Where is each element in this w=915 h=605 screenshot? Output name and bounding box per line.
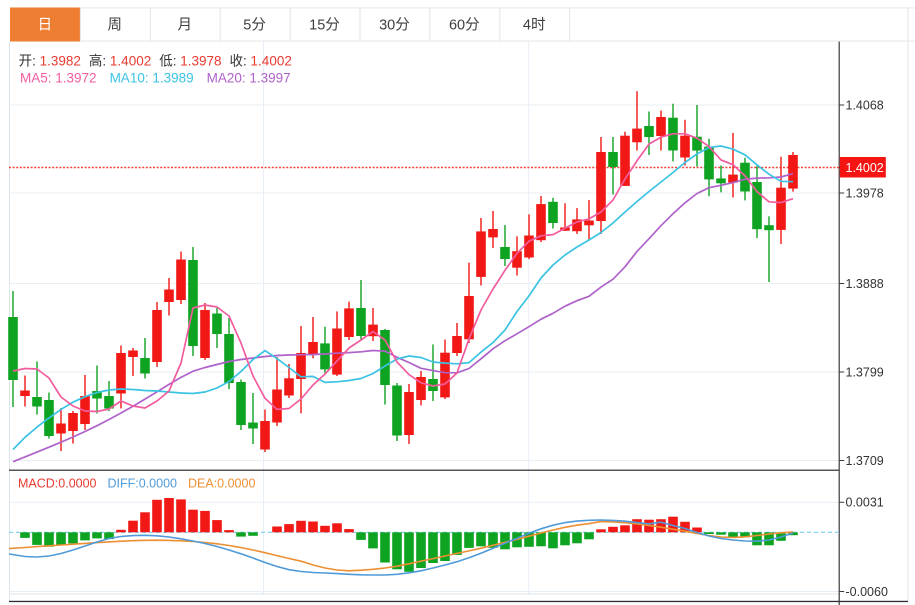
svg-text:月: 月 bbox=[177, 18, 192, 34]
svg-text:1.3978: 1.3978 bbox=[846, 186, 884, 200]
svg-text:1.3799: 1.3799 bbox=[846, 365, 884, 379]
svg-text:5分: 5分 bbox=[243, 17, 266, 34]
svg-text:1.4068: 1.4068 bbox=[846, 98, 884, 112]
svg-text:1.3709: 1.3709 bbox=[846, 454, 884, 468]
svg-text:1.4002: 1.4002 bbox=[846, 161, 884, 175]
svg-text:日: 日 bbox=[38, 18, 53, 34]
svg-text:60分: 60分 bbox=[449, 17, 480, 34]
svg-text:周: 周 bbox=[108, 18, 123, 34]
svg-text:1.3888: 1.3888 bbox=[846, 277, 884, 291]
svg-text:-0.0060: -0.0060 bbox=[846, 585, 888, 599]
svg-text:15分: 15分 bbox=[309, 17, 340, 34]
svg-text:0.0031: 0.0031 bbox=[846, 496, 884, 510]
svg-text:4时: 4时 bbox=[523, 17, 546, 34]
svg-text:30分: 30分 bbox=[379, 17, 410, 34]
